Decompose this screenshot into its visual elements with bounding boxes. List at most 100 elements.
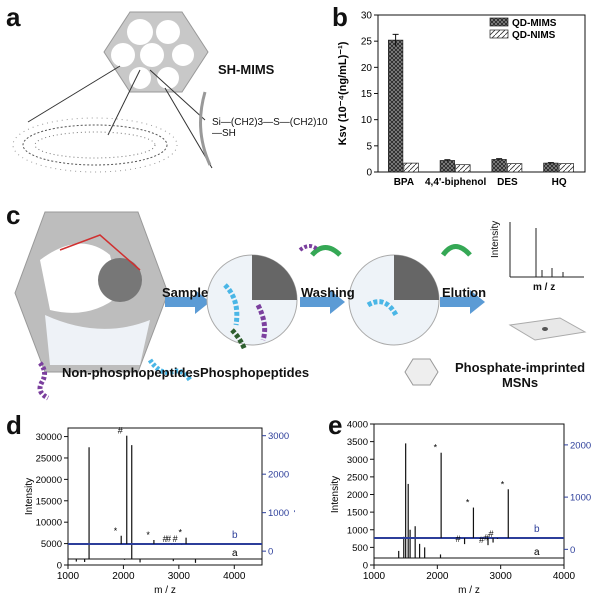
legend-non-phospho: Non-phosphopeptides (62, 365, 200, 380)
x-tick-label: 1000 (363, 571, 386, 582)
panel-a-label: a (6, 2, 21, 32)
y-tick-label: 25 (361, 37, 373, 48)
spectrum-xlabel: m / z (533, 282, 556, 293)
y-axis-label: Intensity (24, 478, 35, 515)
y-tick-label: 0 (363, 561, 368, 572)
peak-marker: # (484, 533, 489, 543)
peak-marker: # (479, 535, 484, 545)
y-tick-label: 0 (366, 168, 372, 179)
x-tick-label: 3000 (490, 571, 513, 582)
y-right-tick-label: 0 (268, 547, 273, 558)
peak-marker: * (179, 528, 183, 538)
y-right-tick-label: 1000 (570, 493, 591, 504)
panel-e: e 1000 2000 3000 4000 0 500 1000 1500 2000 2500 30… (298, 410, 593, 600)
workflow-schematic (14, 211, 587, 401)
y-tick-label: 3500 (347, 437, 368, 448)
panel-e-label: e (328, 410, 343, 440)
bar (455, 164, 471, 173)
x-axis-label: m / z (458, 585, 480, 596)
category-label: BPA (394, 177, 414, 188)
y-tick-label: 10000 (36, 518, 62, 529)
y-axis-label: Ksv (10⁻⁴(ng/mL)⁻¹) (337, 41, 349, 145)
peak-marker: * (114, 526, 118, 536)
y-tick-label: 2500 (347, 472, 368, 483)
x-tick-label: 3000 (168, 571, 191, 582)
legend-phospho: Phosphopeptides (200, 365, 310, 380)
y-tick-label: 15 (361, 89, 373, 100)
y-tick-label: 20 (361, 63, 373, 74)
peak-marker: # (173, 534, 178, 544)
legend-swatch (489, 17, 509, 27)
sh-mims-title: SH-MIMS (218, 62, 275, 77)
peak-marker: # (488, 529, 493, 539)
legend-msns: Phosphate-imprinted MSNs (455, 360, 586, 390)
y-tick-label: 4000 (347, 420, 368, 431)
y-tick-label: 20000 (36, 475, 62, 486)
plot-frame (373, 423, 565, 566)
y-tick-label: 1500 (347, 508, 368, 519)
y-tick-label: 2000 (347, 490, 368, 501)
bar (543, 162, 559, 173)
x-axis-label: m / z (154, 585, 176, 596)
series-b-label: b (534, 524, 540, 535)
series-a-label: a (232, 548, 238, 559)
y-tick-label: 10 (361, 115, 373, 126)
category-label: 4,4'-biphenol (425, 177, 486, 188)
y-right-tick-label: 3000 (268, 431, 289, 442)
y-axis-label: Intensity (330, 476, 341, 513)
panel-b: b 0 5 10 15 20 25 30 BPA 4,4'-biphenol DES HQ QD-MI… (330, 0, 593, 195)
thiol-formula: Si—(CH2)3—S—(CH2)10—SH (212, 117, 328, 139)
panel-c: c (0, 200, 593, 410)
x-tick-label: 4000 (223, 571, 246, 582)
sh-mims-schematic (12, 11, 213, 173)
peak-marker: * (146, 530, 150, 540)
y-tick-label: 30 (361, 11, 373, 22)
peak-marker: # (118, 426, 123, 436)
bar (491, 159, 507, 173)
peak-marker: # (456, 534, 461, 544)
panel-d-label: d (6, 410, 22, 440)
x-tick-label: 2000 (112, 571, 135, 582)
y-tick-label: 15000 (36, 496, 62, 507)
ms-spectrum-e: 1000 2000 3000 4000 0 500 1000 1500 2000 2500 3000… (330, 420, 591, 597)
peak-marker: # (166, 534, 171, 544)
y-tick-label: 5 (366, 141, 372, 152)
bar (439, 160, 455, 173)
peak-marker: * (434, 443, 438, 453)
y-right-tick-label: 0 (570, 545, 575, 556)
category-label: DES (497, 177, 518, 188)
series-b-label: b (232, 530, 238, 541)
panel-c-label: c (6, 200, 21, 230)
y-right-tick-label: 2000 (570, 440, 591, 451)
plot-frame (67, 427, 263, 566)
bar (387, 39, 404, 173)
y-tick-label: 3000 (347, 455, 368, 466)
x-tick-label: 4000 (553, 571, 576, 582)
y-right-axis-label: intensity (293, 478, 295, 515)
category-label: HQ (552, 177, 567, 188)
step-elution: Elution (442, 285, 487, 300)
step-washing: Washing (301, 285, 355, 300)
spectrum-ylabel: Intensity (490, 220, 501, 258)
legend-label: QD-NIMS (512, 30, 556, 41)
legend-swatch (489, 29, 509, 39)
y-right-tick-label: 1000 (268, 508, 289, 519)
panel-d: d 1000 2000 3000 4000 0 5000 10000 15000 20000 25… (0, 410, 295, 600)
ms-spectrum-d: 1000 2000 3000 4000050001000015000200002500… (24, 426, 295, 596)
ksv-bar-chart: 0 5 10 15 20 25 30 BPA 4,4'-biphenol DES HQ QD-MIMS… (337, 11, 586, 188)
y-tick-label: 25000 (36, 453, 62, 464)
step-sample: Sample (162, 285, 209, 300)
peak-marker: # (163, 534, 168, 544)
bar (558, 163, 574, 173)
panel-b-label: b (332, 2, 348, 32)
y-tick-label: 0 (57, 561, 62, 572)
y-tick-label: 1000 (347, 525, 368, 536)
y-tick-label: 30000 (36, 432, 62, 443)
y-tick-label: 500 (352, 543, 368, 554)
x-tick-label: 1000 (57, 571, 80, 582)
peak-marker: * (501, 479, 505, 489)
bar (507, 163, 523, 173)
bar (403, 162, 419, 173)
y-tick-label: 5000 (41, 539, 62, 550)
y-right-tick-label: 2000 (268, 470, 289, 481)
